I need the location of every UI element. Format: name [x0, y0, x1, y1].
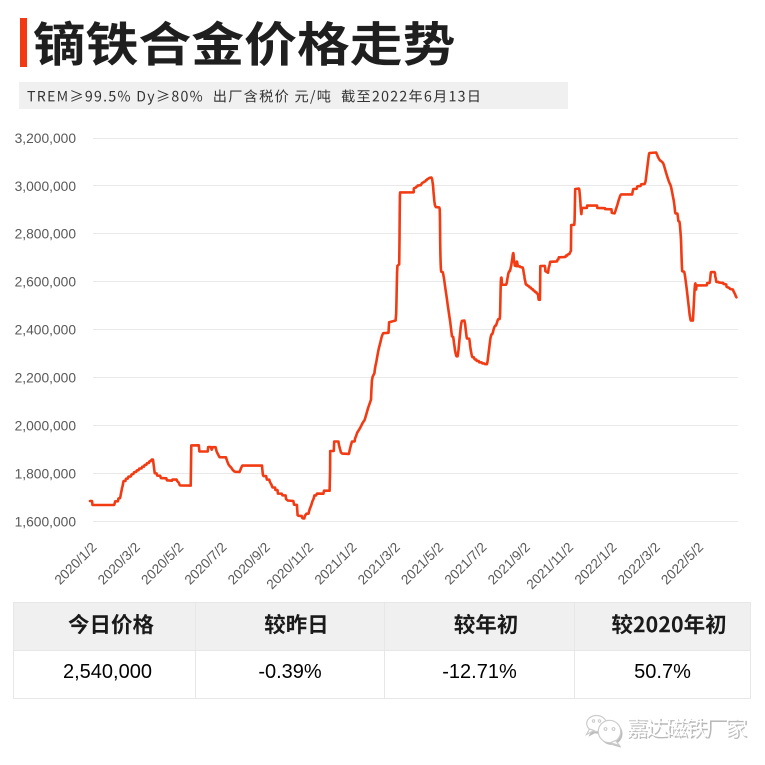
svg-text:2,800,000: 2,800,000	[15, 227, 77, 242]
svg-text:50.7%: 50.7%	[634, 661, 691, 683]
svg-text:3,000,000: 3,000,000	[15, 179, 77, 194]
svg-text:1,800,000: 1,800,000	[15, 467, 77, 482]
svg-text:2021/7/2: 2021/7/2	[442, 540, 490, 588]
svg-text:2,200,000: 2,200,000	[15, 371, 77, 386]
svg-text:3,200,000: 3,200,000	[15, 131, 77, 146]
svg-text:2022/5/2: 2022/5/2	[658, 540, 706, 588]
svg-text:-0.39%: -0.39%	[258, 661, 322, 683]
svg-text:-12.71%: -12.71%	[442, 661, 517, 683]
svg-text:2021/1/2: 2021/1/2	[312, 540, 360, 588]
svg-text:2,400,000: 2,400,000	[15, 323, 77, 338]
svg-text:2021/5/2: 2021/5/2	[398, 540, 446, 588]
svg-text:2022/3/2: 2022/3/2	[615, 540, 663, 588]
svg-text:2022/1/2: 2022/1/2	[572, 540, 620, 588]
svg-text:2020/1/2: 2020/1/2	[52, 540, 100, 588]
svg-text:2020/3/2: 2020/3/2	[95, 540, 143, 588]
svg-text:2,000,000: 2,000,000	[15, 419, 77, 434]
svg-text:2021/11/2: 2021/11/2	[524, 540, 577, 593]
svg-text:2,540,000: 2,540,000	[63, 661, 152, 683]
svg-text:2020/5/2: 2020/5/2	[138, 540, 186, 588]
svg-text:2,600,000: 2,600,000	[15, 275, 77, 290]
svg-text:2021/3/2: 2021/3/2	[355, 540, 403, 588]
svg-text:1,600,000: 1,600,000	[15, 514, 77, 529]
svg-text:2020/7/2: 2020/7/2	[182, 540, 230, 588]
svg-text:2020/11/2: 2020/11/2	[264, 540, 317, 593]
